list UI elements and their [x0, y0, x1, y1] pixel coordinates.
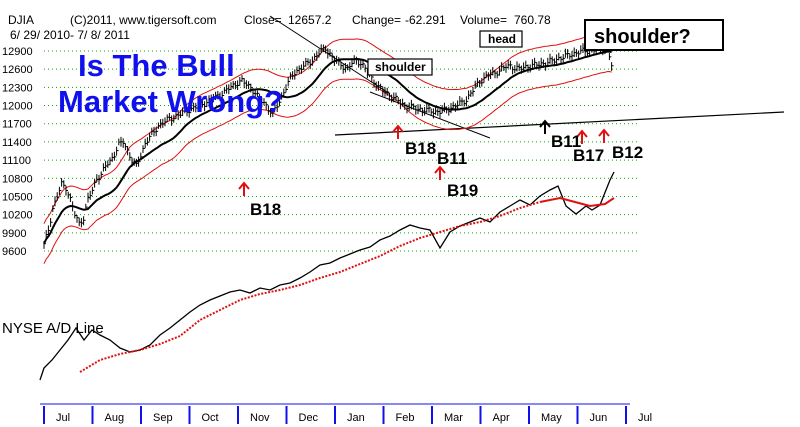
arrow-red-b17: [576, 129, 588, 144]
y-tick-labels: 9600 9900 10200 10500 10800 11100 11400 11700 12…: [2, 46, 33, 258]
y-tick-label: 10200: [2, 210, 33, 222]
arrow-red-b12: [598, 128, 610, 143]
arrow-black-b11: [539, 119, 551, 134]
x-tick-label: Feb: [396, 412, 415, 424]
y-tick-label: 12000: [2, 101, 33, 113]
x-tick-label: Apr: [493, 412, 510, 424]
y-tick-label: 10500: [2, 191, 33, 203]
shoulder-left-label: shoulder: [375, 60, 426, 74]
y-tick-label: 11400: [2, 137, 32, 149]
arrow-red-b18-feb: [392, 124, 404, 139]
y-tick-label: 9900: [2, 228, 26, 240]
y-tick-label: 10800: [2, 173, 33, 185]
ad-line-ma-late: [539, 196, 615, 208]
x-tick-label: Mar: [444, 412, 463, 424]
y-grid: [44, 50, 640, 252]
signal-arrows: [238, 119, 610, 196]
header-change-value: -62.291: [405, 13, 446, 27]
x-tick-label: Jul: [638, 412, 652, 424]
y-tick-label: 12900: [2, 46, 33, 58]
header-symbol: DJIA: [8, 13, 34, 27]
x-tick-label: Aug: [105, 412, 125, 424]
x-tick-label: Jan: [347, 412, 365, 424]
x-tick-label: Oct: [202, 412, 219, 424]
head-label: head: [488, 32, 516, 46]
x-axis: Jul Aug Sep Oct Nov Dec Jan Feb Mar Apr May Jun Jul: [40, 403, 652, 424]
y-tick-label: 12300: [2, 82, 33, 94]
signal-label-b11-mar: B11: [437, 149, 467, 168]
x-tick-label: Sep: [153, 412, 173, 424]
arrow-red-b18-nov: [238, 181, 250, 196]
x-tick-label: Dec: [299, 412, 319, 424]
headline-line2: Market Wrong?: [58, 84, 283, 119]
y-tick-label: 9600: [2, 246, 26, 258]
signal-label-b12: B12: [612, 143, 643, 162]
header-close-value: 12657.2: [288, 13, 332, 27]
y-tick-label: 12600: [2, 64, 33, 76]
ad-line: [39, 171, 615, 381]
neckline: [334, 111, 785, 136]
header-date-range: 6/ 29/ 2010- 7/ 8/ 2011: [10, 28, 130, 42]
arrow-red-b19: [434, 165, 446, 180]
headline-line1: Is The Bull: [78, 48, 235, 83]
y-tick-label: 11700: [2, 119, 32, 131]
ad-line-label: NYSE A/D Line: [2, 320, 104, 337]
lower-band: [43, 70, 612, 264]
x-tick-label: Jul: [56, 412, 70, 424]
x-tick-label: May: [541, 412, 562, 424]
header-volume-value: 760.78: [514, 13, 551, 27]
shoulder-right-box: [584, 19, 724, 51]
header-close-label: Close=: [244, 13, 282, 27]
x-tick-label: Nov: [250, 412, 270, 424]
price-bars: [43, 41, 614, 249]
header-change-label: Change=: [352, 13, 401, 27]
shoulder-right-label: shoulder?: [594, 26, 691, 48]
y-tick-label: 11100: [2, 155, 31, 167]
shoulder-left-box: [367, 58, 433, 76]
ad-line-moving-average: [79, 201, 541, 373]
header-copyright: (C)2011, www.tigersoft.com: [70, 13, 217, 27]
head-box: [479, 30, 523, 48]
signal-label-b11-jun: B11: [551, 132, 581, 151]
header-volume-label: Volume=: [460, 13, 507, 27]
signal-label-b19: B19: [447, 181, 478, 200]
signal-label-b17: B17: [573, 146, 604, 165]
signal-label-b18-feb: B18: [405, 139, 436, 158]
x-tick-label: Jun: [590, 412, 608, 424]
signal-label-b18-nov: B18: [250, 200, 281, 219]
upper-band: [43, 30, 612, 224]
trendline-head-left: [369, 91, 491, 139]
